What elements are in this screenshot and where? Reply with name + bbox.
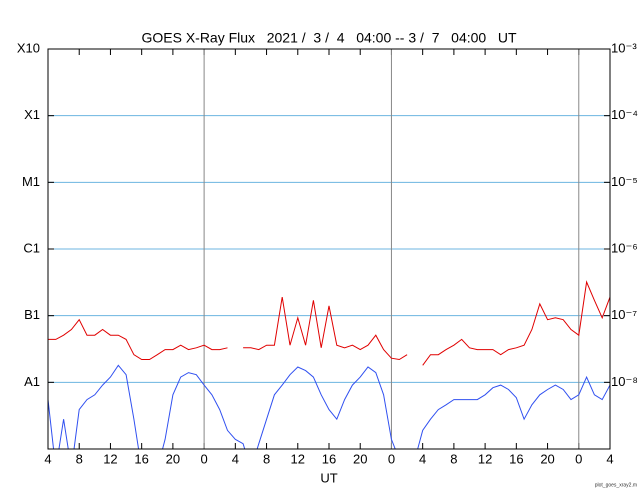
y-tick-label: B1 [24,307,40,322]
y2-tick-label: 10⁻⁵ [611,174,638,189]
x-tick-label: 0 [388,451,395,466]
chart-title: GOES X-Ray Flux 2021 / 3 / 4 04:00 -- 3 … [141,30,517,46]
x-tick-label: 12 [103,451,117,466]
y2-tick-label: 10⁻⁸ [611,374,638,389]
x-tick-label: 8 [263,451,270,466]
x-tick-label: 16 [509,451,523,466]
plot-frame [47,48,611,450]
y2-tick-label: 10⁻⁴ [611,107,638,122]
x-tick-label: 4 [419,451,426,466]
x-tick-label: 20 [353,451,367,466]
y-tick-label: A1 [24,374,40,389]
x-tick-label: 4 [232,451,239,466]
x-axis-label: UT [320,470,337,485]
x-tick-label: 0 [575,451,582,466]
x-tick-label: 8 [450,451,457,466]
x-tick-label: 12 [478,451,492,466]
x-tick-label: 8 [76,451,83,466]
y2-tick-label: 10⁻⁶ [611,240,638,255]
x-tick-label: 20 [166,451,180,466]
x-tick-label: 0 [200,451,207,466]
plot-area [48,280,610,449]
x-tick-label: 16 [322,451,336,466]
flux-line [48,364,610,449]
y-tick-label: M1 [22,174,40,189]
y-tick-label: X10 [17,40,40,55]
x-tick-label: 20 [540,451,554,466]
x-tick-label: 4 [606,451,613,466]
footnote: plot_goes_xray2.m [595,482,637,488]
x-tick-label: 4 [44,451,51,466]
y2-tick-label: 10⁻⁷ [611,307,637,322]
x-tick-label: 12 [291,451,305,466]
y-tick-label: X1 [24,107,40,122]
x-tick-label: 16 [134,451,148,466]
y-tick-label: C1 [23,240,40,255]
y2-tick-label: 10⁻³ [611,40,637,55]
flux-line [48,280,610,366]
